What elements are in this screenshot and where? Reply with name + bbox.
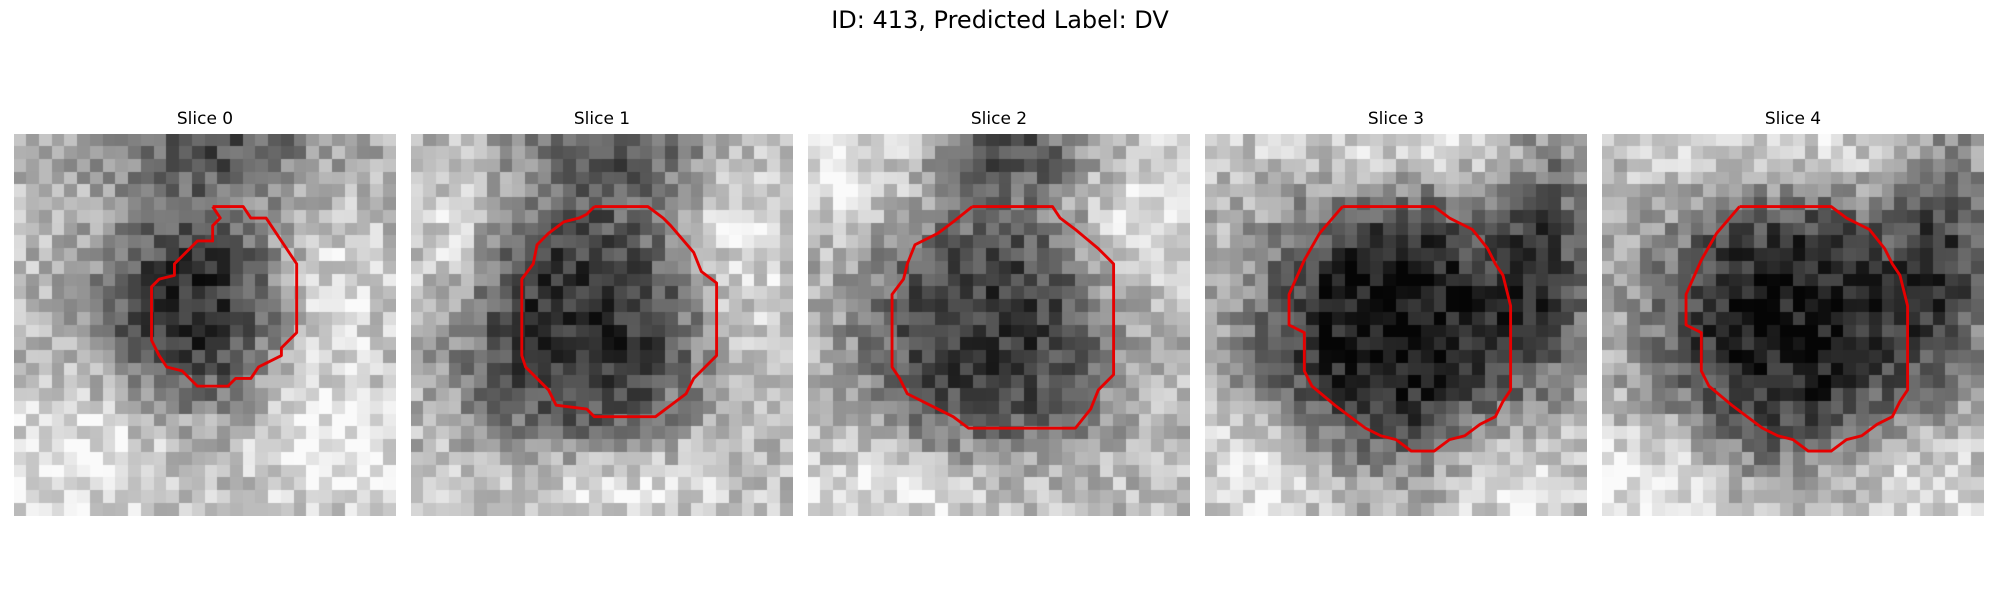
slice-title: Slice 0	[176, 109, 234, 129]
segmentation-contour	[1287, 205, 1513, 453]
contour-overlay	[520, 205, 719, 419]
slice-panel-4: Slice 4	[1602, 108, 1984, 516]
slice-panel-2: Slice 2	[808, 108, 1190, 516]
slice-title: Slice 3	[1367, 109, 1425, 129]
slice-image	[1602, 134, 1984, 516]
contour-overlay	[150, 205, 299, 388]
contour-overlay	[1684, 205, 1910, 453]
segmentation-contour	[150, 205, 299, 388]
slice-panel-0: Slice 0	[14, 108, 396, 516]
segmentation-contour	[520, 205, 719, 419]
slice-title: Slice 4	[1764, 109, 1822, 129]
slice-image	[808, 134, 1190, 516]
figure-title: ID: 413, Predicted Label: DV	[831, 6, 1169, 34]
contour-overlay	[1287, 205, 1513, 453]
slice-panel-1: Slice 1	[411, 108, 793, 516]
slice-title: Slice 1	[573, 109, 631, 129]
slice-image	[14, 134, 396, 516]
segmentation-contour	[890, 205, 1116, 430]
slice-panel-3: Slice 3	[1205, 108, 1587, 516]
segmentation-contour	[1684, 205, 1910, 453]
slice-title: Slice 2	[970, 109, 1028, 129]
contour-overlay	[890, 205, 1116, 430]
slice-image	[1205, 134, 1587, 516]
slice-image	[411, 134, 793, 516]
